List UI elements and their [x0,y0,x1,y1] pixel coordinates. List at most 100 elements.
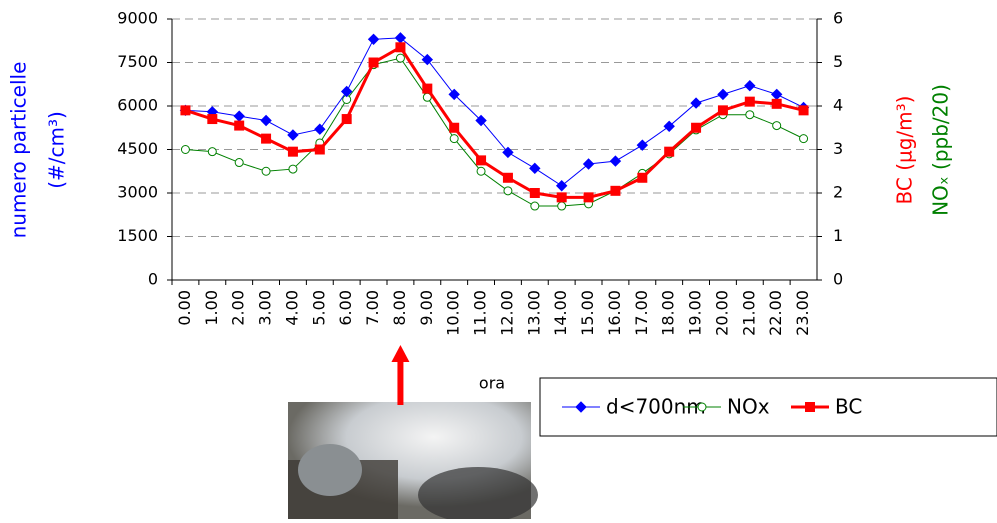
point [288,130,298,140]
y-tick-label: 6000 [117,96,158,115]
series-line [185,47,803,197]
point [772,89,782,99]
point [477,156,486,165]
point [610,156,620,166]
y2-tick-label: 4 [833,96,843,115]
point [477,167,485,175]
point [395,33,405,43]
point [504,187,512,195]
point [746,111,754,119]
point [637,140,647,150]
point [181,106,190,115]
point [315,145,324,154]
y2-tick-label: 2 [833,183,843,202]
arrow-head [391,345,409,362]
x-tick-label: 18.00 [659,290,678,336]
point [530,189,539,198]
x-tick-label: 5.00 [309,290,328,326]
x-tick-label: 11.00 [471,290,490,336]
point [718,89,728,99]
chart: 015003000450060007500900001234560.001.00… [0,0,997,519]
y2-axis-label: BC (µg/m³) [893,96,917,205]
y2-tick-label: 3 [833,139,843,158]
point [718,106,727,115]
point [423,84,432,93]
point [262,167,270,175]
point [369,58,378,67]
point [611,186,620,195]
point [235,121,244,130]
point [558,202,566,210]
point [772,99,781,108]
point [234,111,244,121]
point [342,115,351,124]
point [638,173,647,182]
legend-marker [806,403,815,412]
point [665,147,674,156]
point [422,55,432,65]
y-tick-label: 9000 [117,9,158,28]
y2-tick-label: 5 [833,52,843,71]
legend-label: BC [835,395,862,419]
point [369,34,379,44]
point [773,122,781,130]
point [800,135,808,143]
y-tick-label: 0 [148,270,158,289]
point [799,106,808,115]
y-tick-label: 7500 [117,52,158,71]
x-tick-label: 3.00 [256,290,275,326]
point [208,115,217,124]
series-line [185,58,803,206]
x-tick-label: 2.00 [229,290,248,326]
point [181,146,189,154]
x-tick-label: 8.00 [390,290,409,326]
x-tick-label: 23.00 [793,290,812,336]
x-tick-label: 12.00 [497,290,516,336]
point [745,81,755,91]
point [289,165,297,173]
x-tick-label: 9.00 [417,290,436,326]
y-axis-label: numero particelle [7,62,31,239]
x-tick-label: 17.00 [632,290,651,336]
y2-tick-label: 0 [833,270,843,289]
point [396,54,404,62]
series-line [185,38,803,186]
x-tick-label: 4.00 [282,290,301,326]
point [692,123,701,132]
legend-marker [698,403,706,411]
y-tick-label: 1500 [117,226,158,245]
x-tick-label: 0.00 [175,290,194,326]
point [584,193,593,202]
x-tick-label: 15.00 [578,290,597,336]
x-tick-label: 6.00 [336,290,355,326]
point [235,159,243,167]
point [262,134,271,143]
point [530,163,540,173]
x-tick-label: 20.00 [712,290,731,336]
y-tick-label: 3000 [117,183,158,202]
x-tick-label: 13.00 [524,290,543,336]
point [503,173,512,182]
x-axis-label: ora [479,374,505,393]
x-tick-label: 22.00 [766,290,785,336]
y-axis-label: (#/cm³) [45,111,69,189]
x-tick-label: 16.00 [605,290,624,336]
point [315,124,325,134]
x-tick-label: 10.00 [444,290,463,336]
photo [288,402,538,519]
y-tick-label: 4500 [117,139,158,158]
x-tick-label: 14.00 [551,290,570,336]
point [557,193,566,202]
legend-label: NOx [727,395,770,419]
point [396,43,405,52]
point [531,202,539,210]
x-tick-label: 1.00 [202,290,221,326]
x-tick-label: 7.00 [363,290,382,326]
point [584,159,594,169]
x-tick-label: 19.00 [686,290,705,336]
point [208,148,216,156]
point [450,123,459,132]
y2-axis-label: NOₓ (ppb/20) [929,84,953,216]
point [261,116,271,126]
x-tick-label: 21.00 [739,290,758,336]
